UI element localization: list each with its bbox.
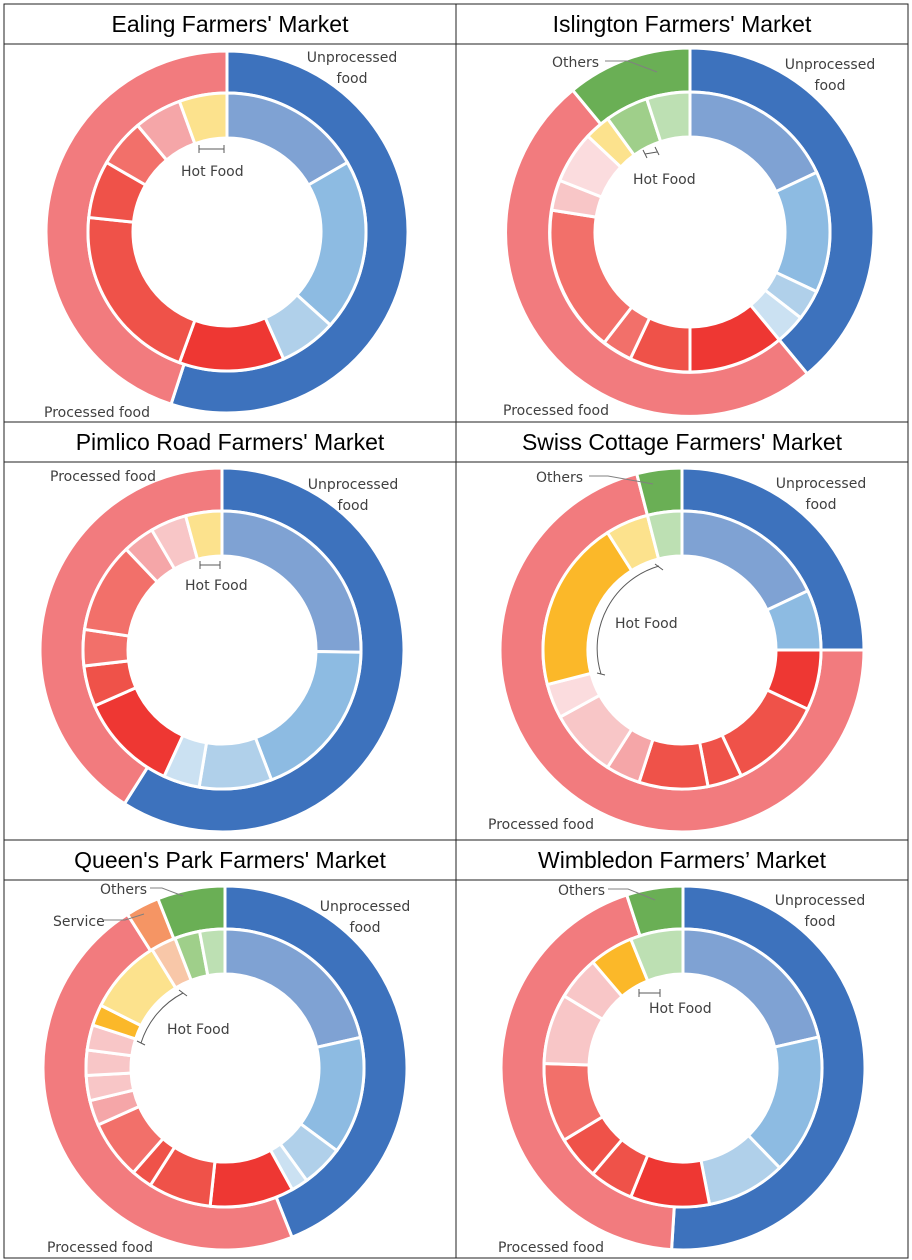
- label-unprocessed: Unprocessed food: [320, 899, 410, 936]
- donut-slices: [41, 884, 409, 1252]
- hot-food-bracket: [638, 989, 661, 997]
- label-processed: Processed food: [498, 1240, 604, 1256]
- donut-slices: [504, 46, 876, 418]
- inner-slice-segment-2: [773, 170, 832, 294]
- label-unprocessed: Unprocessed food: [776, 476, 866, 513]
- service-leader-line: [104, 913, 145, 921]
- chart-title: Islington Farmers' Market: [553, 11, 812, 37]
- label-unprocessed: Unprocessed food: [775, 893, 865, 930]
- inner-slice-segment-13: [644, 90, 692, 144]
- chart-panel-islington: Islington Farmers' Market Unprocessed foo…: [455, 3, 909, 423]
- label-hot-food: Hot Food: [167, 1022, 230, 1038]
- label-processed: Processed food: [488, 817, 594, 833]
- donut-slices: [499, 884, 867, 1252]
- label-others: Others: [552, 55, 599, 71]
- label-processed: Processed food: [44, 405, 150, 421]
- chart-panel-queens-park: Queen's Park Farmers' Market Unprocessed…: [3, 839, 457, 1259]
- label-hot-food: Hot Food: [649, 1001, 712, 1017]
- label-unprocessed: Unprocessed food: [308, 477, 398, 514]
- donut-slices: [38, 466, 406, 834]
- inner-slice-segment-12: [645, 509, 684, 561]
- chart-panel-ealing: Ealing Farmers' Market Unprocessed food P…: [3, 3, 457, 423]
- chart-panel-pimlico-road: Pimlico Road Farmers' Market Unprocessed…: [3, 421, 457, 841]
- label-others: Others: [536, 470, 583, 486]
- others-leader-line: [589, 475, 654, 485]
- donut-slices: [44, 49, 410, 415]
- label-hot-food: Hot Food: [185, 578, 248, 594]
- others-leader-line: [150, 887, 184, 897]
- label-service: Service: [53, 914, 105, 930]
- label-others: Others: [558, 883, 605, 899]
- label-unprocessed: Unprocessed food: [307, 50, 397, 87]
- label-hot-food: Hot Food: [181, 164, 244, 180]
- hot-food-bracket: [596, 563, 664, 676]
- label-processed: Processed food: [47, 1240, 153, 1256]
- hot-food-bracket: [199, 561, 221, 569]
- chart-title: Swiss Cottage Farmers' Market: [522, 429, 843, 455]
- chart-panel-swiss-cottage: Swiss Cottage Farmers' Market Unprocesse…: [455, 421, 909, 841]
- inner-slice-segment-9: [177, 91, 229, 146]
- chart-title: Queen's Park Farmers' Market: [74, 847, 386, 873]
- label-unprocessed: Unprocessed food: [785, 57, 875, 94]
- inner-slice-segment-4: [177, 315, 286, 373]
- others-leader-line: [605, 60, 658, 73]
- hot-food-bracket: [198, 145, 225, 153]
- label-hot-food: Hot Food: [615, 616, 678, 632]
- others-leader-line: [608, 888, 656, 901]
- chart-title: Pimlico Road Farmers' Market: [76, 429, 385, 455]
- chart-title: Ealing Farmers' Market: [111, 11, 349, 37]
- label-hot-food: Hot Food: [633, 172, 696, 188]
- label-processed: Processed food: [50, 469, 156, 485]
- inner-slice-segment-11: [183, 509, 224, 562]
- chart-title: Wimbledon Farmers’ Market: [538, 847, 827, 873]
- hot-food-bracket: [136, 989, 188, 1046]
- chart-panel-wimbledon: Wimbledon Farmers’ Market Unprocessed foo…: [455, 839, 909, 1259]
- inner-slice-segment-17: [197, 927, 227, 978]
- hot-food-bracket: [642, 146, 660, 159]
- donut-slices: [498, 466, 866, 834]
- label-processed: Processed food: [503, 403, 609, 419]
- label-others: Others: [100, 882, 147, 898]
- inner-slice-segment-11: [628, 927, 685, 983]
